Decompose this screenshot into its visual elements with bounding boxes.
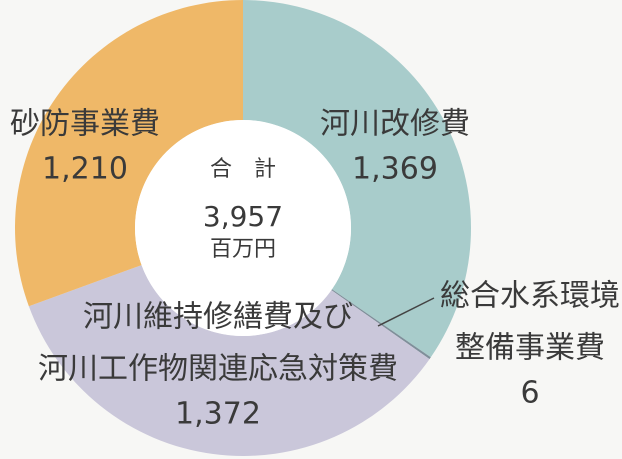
category-label: 総合水系環境 xyxy=(440,279,620,314)
category-label: 砂防事業費 xyxy=(10,107,160,142)
category-label: 河川維持修繕費及び xyxy=(83,300,353,335)
center-unit: 百万円 xyxy=(210,237,276,262)
value-label: 1,369 xyxy=(352,152,438,187)
ring xyxy=(14,0,471,456)
donut-hole xyxy=(135,120,351,336)
value-label: 1,210 xyxy=(42,152,128,187)
donut-segment xyxy=(28,265,430,456)
value-label: 6 xyxy=(520,376,539,411)
value-label: 1,372 xyxy=(175,397,261,432)
center-title: 合 計 xyxy=(210,157,276,182)
category-label: 整備事業費 xyxy=(455,331,605,366)
category-label: 河川改修費 xyxy=(320,107,470,142)
category-label: 河川工作物関連応急対策費 xyxy=(38,352,398,387)
center-total: 3,957 xyxy=(203,200,283,233)
leader-line xyxy=(377,297,435,327)
donut-segment xyxy=(14,0,243,307)
donut-segment xyxy=(243,0,471,358)
